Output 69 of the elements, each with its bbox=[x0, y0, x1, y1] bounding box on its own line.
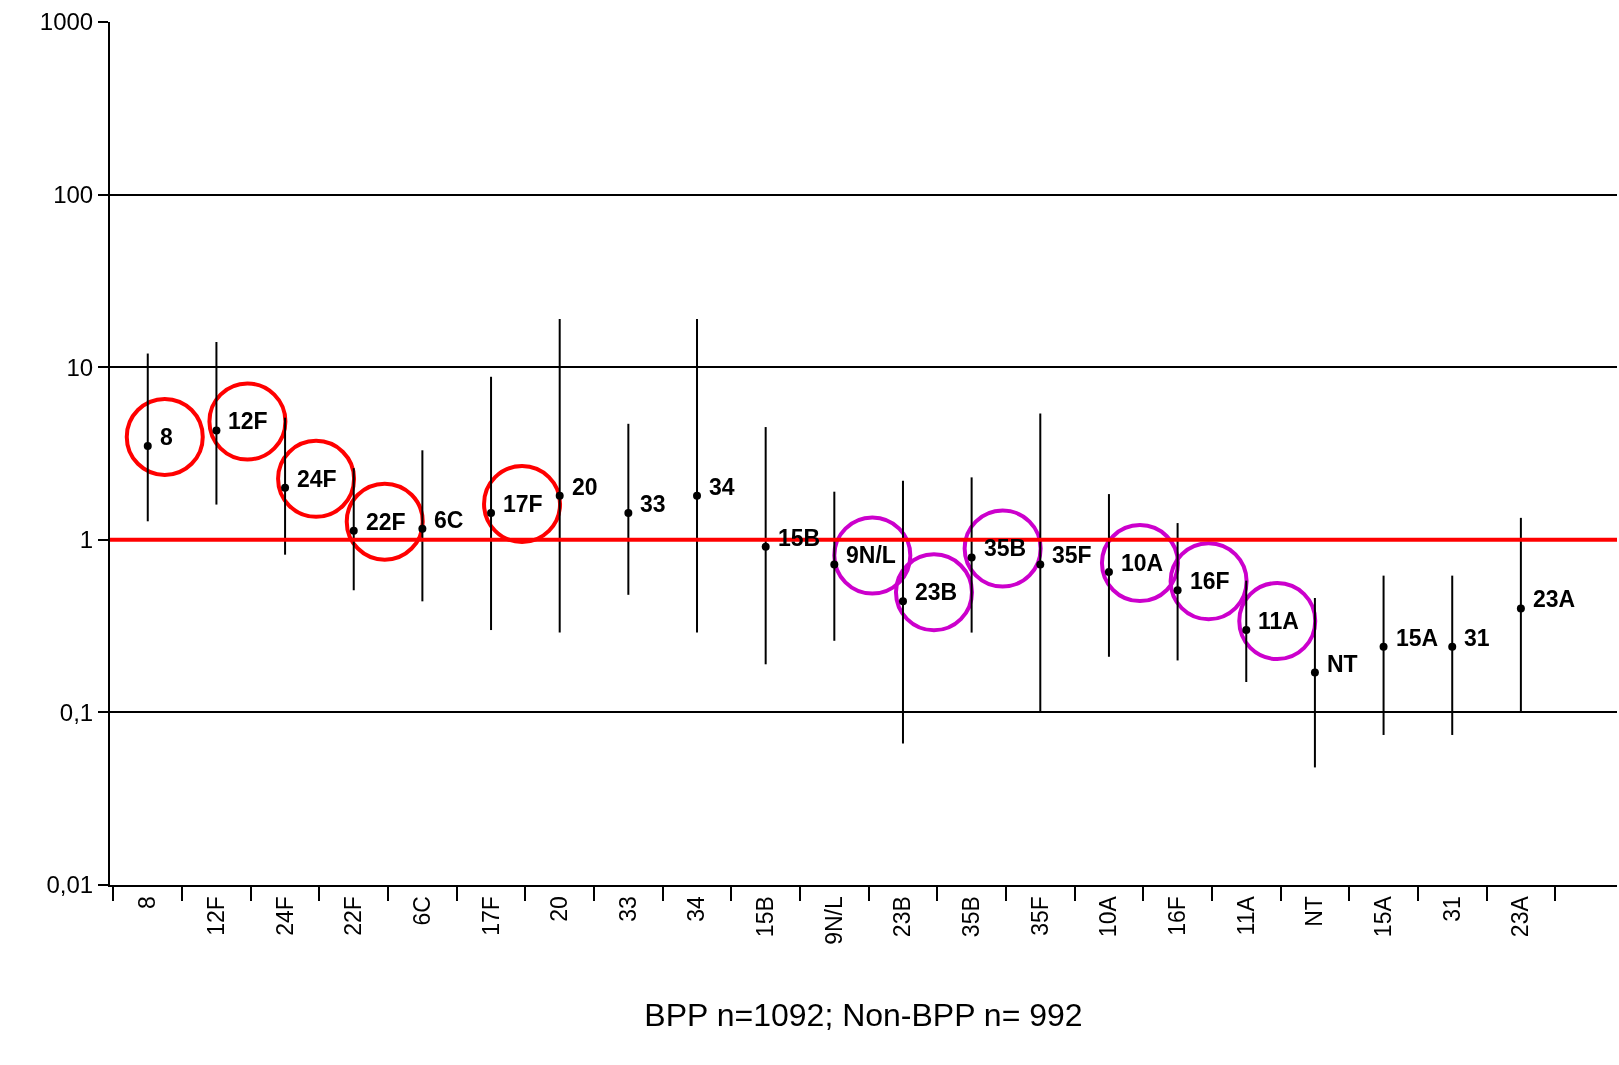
x-tick-label: 16F bbox=[1164, 896, 1191, 936]
annotation: 23B bbox=[915, 579, 958, 605]
annotation: 15A bbox=[1396, 625, 1439, 651]
point bbox=[830, 560, 839, 569]
point bbox=[281, 483, 290, 492]
point bbox=[898, 597, 907, 606]
point bbox=[349, 526, 358, 535]
point bbox=[1379, 642, 1388, 651]
x-tick-label: 6C bbox=[408, 896, 435, 926]
x-tick-label: NT bbox=[1301, 896, 1328, 927]
point bbox=[1516, 604, 1525, 613]
x-tick-label: 20 bbox=[546, 896, 573, 922]
y-tick-label: 1000 bbox=[39, 8, 94, 36]
x-tick-label: 11A bbox=[1232, 895, 1259, 936]
annotation: 16F bbox=[1190, 568, 1230, 594]
x-tick-label: 35F bbox=[1026, 896, 1053, 936]
point bbox=[555, 491, 564, 500]
x-tick-label: 23A bbox=[1507, 895, 1534, 938]
annotation: 8 bbox=[160, 424, 173, 450]
annotation: 10A bbox=[1121, 550, 1164, 576]
annotation: NT bbox=[1327, 651, 1358, 677]
annotation: 6C bbox=[434, 507, 464, 533]
point bbox=[1310, 668, 1319, 677]
y-tick-label: 100 bbox=[53, 181, 94, 208]
annotation: 12F bbox=[228, 408, 268, 434]
x-tick-label: 12F bbox=[202, 896, 229, 936]
annotation: 35B bbox=[984, 535, 1027, 561]
x-tick-label: 9N/L bbox=[820, 896, 847, 945]
point bbox=[1242, 626, 1251, 635]
annotation: 17F bbox=[503, 491, 543, 517]
annotation: 11A bbox=[1258, 608, 1299, 634]
point bbox=[967, 553, 976, 562]
point bbox=[143, 441, 152, 450]
point bbox=[624, 508, 633, 517]
x-tick-label: 10A bbox=[1095, 895, 1122, 938]
annotation: 20 bbox=[572, 474, 598, 500]
x-tick-label: 33 bbox=[614, 896, 641, 922]
annotation: 35F bbox=[1052, 542, 1092, 568]
y-tick-label: 10 bbox=[66, 353, 94, 381]
x-tick-label: 35B bbox=[958, 896, 985, 938]
y-tick-label: 0,01 bbox=[46, 871, 94, 899]
y-tick-label: 0,1 bbox=[59, 698, 94, 726]
annotation: 33 bbox=[640, 491, 666, 517]
point bbox=[1448, 642, 1457, 651]
point bbox=[418, 524, 427, 533]
point bbox=[693, 491, 702, 500]
annotation: 9N/L bbox=[846, 542, 896, 568]
x-tick-label: 23B bbox=[889, 896, 916, 938]
x-tick-label: 17F bbox=[477, 896, 504, 936]
point bbox=[1173, 586, 1182, 595]
x-tick-label: 15A bbox=[1370, 895, 1397, 938]
point bbox=[761, 542, 770, 551]
x-tick-label: 15B bbox=[752, 896, 779, 938]
x-tick-label: 34 bbox=[683, 896, 710, 922]
point bbox=[212, 426, 221, 435]
point bbox=[1104, 568, 1113, 577]
annotation: 34 bbox=[709, 474, 735, 500]
x-tick-label: 31 bbox=[1438, 896, 1465, 922]
y-tick-label: 1 bbox=[79, 526, 94, 554]
point bbox=[487, 508, 496, 517]
point bbox=[1036, 560, 1045, 569]
x-tick-label: 22F bbox=[340, 896, 367, 936]
annotation: 31 bbox=[1464, 625, 1490, 651]
annotation: 23A bbox=[1533, 586, 1576, 612]
annotation: 24F bbox=[297, 466, 337, 492]
x-tick-label: 24F bbox=[271, 896, 298, 936]
x-tick-label: 8 bbox=[134, 896, 161, 909]
x-axis-title: BPP n=1092; Non-BPP n= 992 bbox=[644, 997, 1083, 1034]
annotation: 22F bbox=[366, 509, 406, 535]
